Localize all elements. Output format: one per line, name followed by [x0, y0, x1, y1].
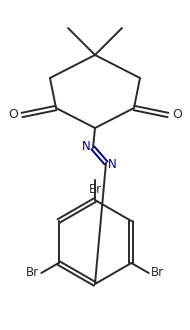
Text: O: O — [8, 109, 18, 121]
Text: Br: Br — [88, 183, 102, 196]
Text: N: N — [82, 140, 91, 152]
Text: Br: Br — [151, 267, 164, 280]
Text: Br: Br — [26, 267, 39, 280]
Text: N: N — [108, 158, 117, 172]
Text: O: O — [172, 109, 182, 121]
